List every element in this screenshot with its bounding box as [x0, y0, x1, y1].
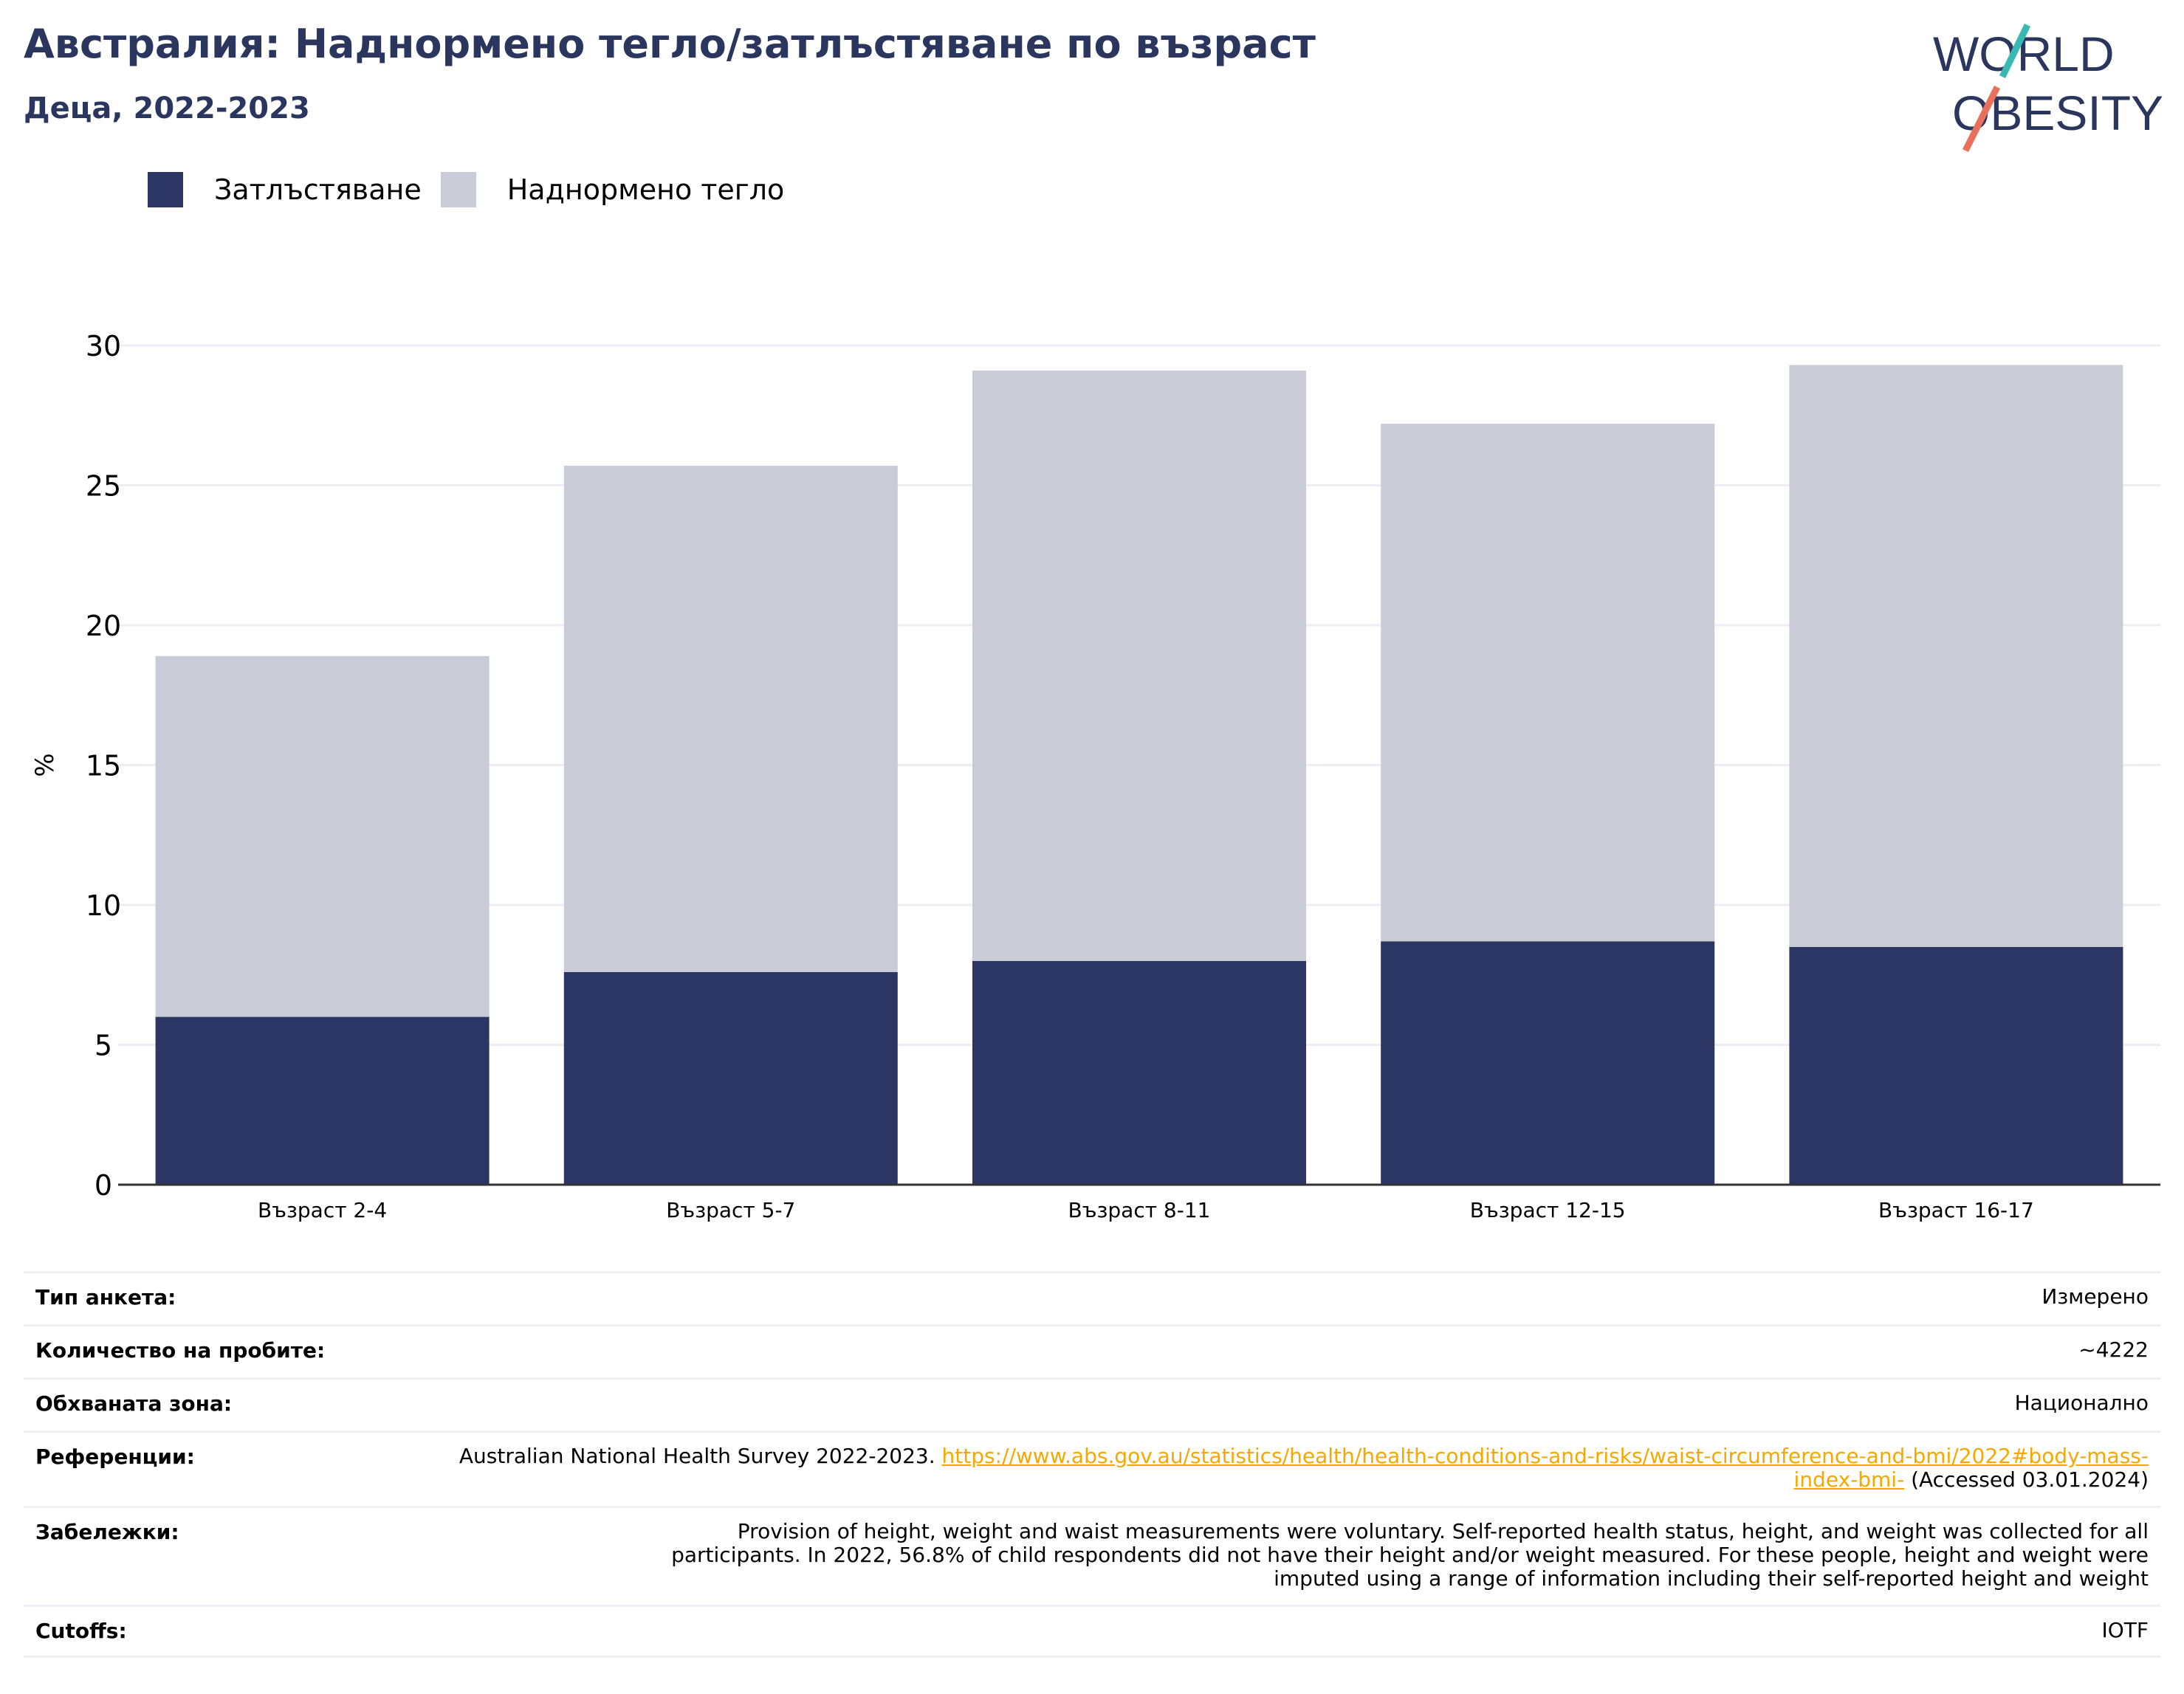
info-row-sample-size: Количество на пробите: ~4222 — [24, 1324, 2160, 1377]
info-row-cutoffs: Cutoffs: IOTF — [24, 1605, 2160, 1658]
legend-swatch-overweight — [440, 172, 476, 207]
bar-obesity — [1381, 941, 1715, 1185]
legend-item-overweight[interactable]: Наднормено тегло — [440, 172, 785, 207]
logo-slash-teal — [1999, 24, 2031, 78]
info-row-references: Референции: Australian National Health S… — [24, 1430, 2160, 1506]
info-label-references: Референции: — [35, 1445, 195, 1469]
info-row-area: Обхваната зона: Национално — [24, 1377, 2160, 1430]
y-tick-label: 30 — [86, 330, 121, 362]
x-tick-label: Възраст 5-7 — [666, 1198, 795, 1222]
info-value-sample-size: ~4222 — [2078, 1337, 2149, 1362]
world-obesity-logo: WORLD OBESITY — [1933, 24, 2163, 153]
bar-overweight — [1789, 365, 2123, 947]
y-tick-label: 0 — [95, 1169, 112, 1202]
legend-label-obesity: Затлъстяване — [214, 173, 422, 206]
bar-obesity — [155, 1016, 490, 1185]
info-value-area: Национално — [2014, 1391, 2149, 1415]
info-label-cutoffs: Cutoffs: — [35, 1619, 127, 1643]
info-value-notes: Provision of height, weight and waist me… — [671, 1519, 2149, 1591]
info-value-cutoffs: IOTF — [2101, 1618, 2149, 1642]
x-tick-label: Възраст 8-11 — [1068, 1198, 1211, 1222]
bar-overweight — [1381, 424, 1715, 942]
bar-obesity — [563, 971, 898, 1185]
y-axis-label: % — [30, 753, 60, 777]
info-label-survey-type: Тип анкета: — [35, 1285, 176, 1309]
x-tick-label: Възраст 16-17 — [1878, 1198, 2034, 1222]
reference-text: Australian National Health Survey 2022-2… — [459, 1444, 942, 1468]
x-tick-label: Възраст 2-4 — [258, 1198, 387, 1222]
info-row-survey-type: Тип анкета: Измерено — [24, 1271, 2160, 1324]
bar-obesity — [972, 960, 1306, 1185]
info-label-area: Обхваната зона: — [35, 1391, 233, 1416]
survey-info-table: Тип анкета: Измерено Количество на проби… — [24, 1271, 2160, 1658]
y-tick-label: 10 — [86, 889, 121, 922]
info-label-sample-size: Количество на пробите: — [35, 1338, 326, 1363]
stacked-bar-chart: 0 5 10 15 20 25 30% Възраст 2-4 Възраст 5-7 Възра… — [30, 330, 2160, 1222]
bar-overweight — [563, 465, 898, 972]
bar-overweight — [155, 655, 490, 1017]
x-tick-label: Възраст 12-15 — [1470, 1198, 1626, 1222]
info-value-references: Australian National Health Survey 2022-2… — [450, 1445, 2149, 1506]
info-value-survey-type: Измерено — [2042, 1284, 2149, 1309]
reference-link[interactable]: https://www.abs.gov.au/statistics/health… — [941, 1444, 2149, 1492]
y-tick-label: 25 — [86, 470, 121, 503]
reference-accessed: (Accessed 03.01.2024) — [1904, 1467, 2149, 1492]
chart-legend: Затлъстяване Наднормено тегло — [148, 171, 803, 208]
bar-overweight — [972, 371, 1306, 961]
y-tick-label: 20 — [86, 610, 121, 642]
info-label-notes: Забележки: — [35, 1520, 179, 1544]
info-row-notes: Забележки: Provision of height, weight a… — [24, 1506, 2160, 1605]
legend-label-overweight: Наднормено тегло — [506, 173, 785, 206]
logo-slash-coral — [1962, 85, 2001, 153]
bar-obesity — [1789, 946, 2123, 1185]
y-tick-label: 5 — [95, 1030, 112, 1062]
legend-swatch-obesity — [148, 172, 183, 207]
legend-item-obesity[interactable]: Затлъстяване — [148, 172, 422, 207]
y-tick-label: 15 — [86, 750, 121, 782]
page-title: Австралия: Наднормено тегло/затлъстяване… — [24, 21, 1316, 67]
page-subtitle: Деца, 2022-2023 — [24, 92, 310, 125]
